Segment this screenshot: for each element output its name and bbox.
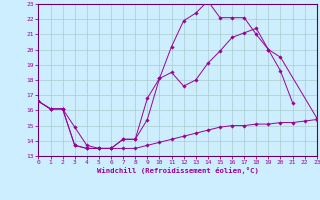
X-axis label: Windchill (Refroidissement éolien,°C): Windchill (Refroidissement éolien,°C) bbox=[97, 167, 259, 174]
